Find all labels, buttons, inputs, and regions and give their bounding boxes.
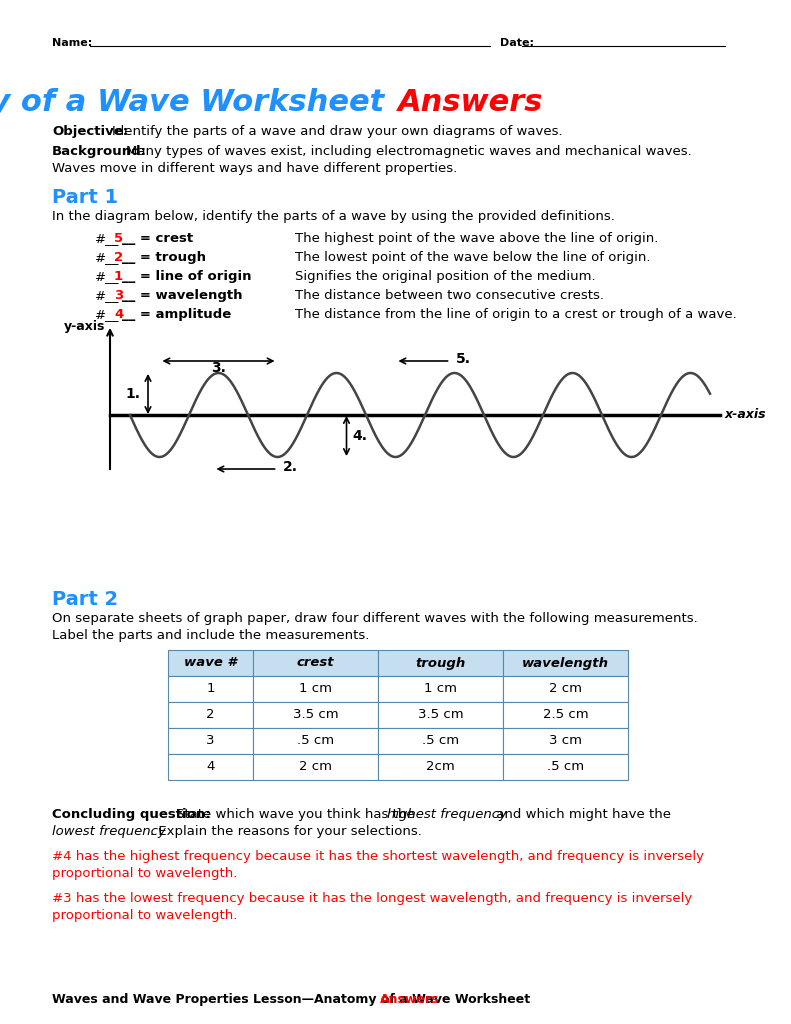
Text: 1.: 1. [125,387,140,401]
Text: 2: 2 [114,251,123,264]
Bar [168,676,253,702]
Bar [378,650,503,676]
Bar [503,676,628,702]
Text: __ = trough: __ = trough [122,251,206,264]
Text: Concluding question:: Concluding question: [52,808,210,821]
Bar [253,728,378,754]
Text: __ = line of origin: __ = line of origin [122,270,252,283]
Text: 4.: 4. [353,429,368,443]
Text: highest frequency: highest frequency [387,808,507,821]
Bar [168,754,253,780]
Text: x-axis: x-axis [725,409,766,422]
Text: Waves and Wave Properties Lesson—Anatomy of a Wave Worksheet: Waves and Wave Properties Lesson—Anatomy… [52,993,535,1006]
Text: 1 cm: 1 cm [424,683,457,695]
Text: __ = crest: __ = crest [122,232,193,245]
Text: Identify the parts of a wave and draw your own diagrams of waves.: Identify the parts of a wave and draw yo… [112,125,562,138]
Text: 3.: 3. [211,361,226,375]
Text: proportional to wavelength.: proportional to wavelength. [52,867,237,880]
Text: and which might have the: and which might have the [492,808,671,821]
Text: The lowest point of the wave below the line of origin.: The lowest point of the wave below the l… [295,251,650,264]
Bar [168,702,253,728]
Text: 2.5 cm: 2.5 cm [543,709,589,722]
Text: The distance between two consecutive crests.: The distance between two consecutive cre… [295,289,604,302]
Bar [378,754,503,780]
Text: . Explain the reasons for your selections.: . Explain the reasons for your selection… [150,825,422,838]
Text: 4: 4 [206,761,214,773]
Bar [378,676,503,702]
Text: In the diagram below, identify the parts of a wave by using the provided definit: In the diagram below, identify the parts… [52,210,615,223]
Text: 2 cm: 2 cm [549,683,582,695]
Text: .5 cm: .5 cm [297,734,334,748]
Text: #3 has the lowest frequency because it has the longest wavelength, and frequency: #3 has the lowest frequency because it h… [52,892,692,905]
Text: #__: #__ [95,251,119,264]
Text: .5 cm: .5 cm [547,761,584,773]
Text: wavelength: wavelength [522,656,609,670]
Text: 1: 1 [206,683,214,695]
Text: 3: 3 [114,289,123,302]
Bar [503,650,628,676]
Text: trough: trough [415,656,466,670]
Text: On separate sheets of graph paper, draw four different waves with the following : On separate sheets of graph paper, draw … [52,612,698,625]
Text: 2.: 2. [282,460,297,474]
Text: #4 has the highest frequency because it has the shortest wavelength, and frequen: #4 has the highest frequency because it … [52,850,704,863]
Text: Name:: Name: [52,38,93,48]
Text: 3.5 cm: 3.5 cm [418,709,464,722]
Text: The distance from the line of origin to a crest or trough of a wave.: The distance from the line of origin to … [295,308,736,321]
Text: 3.5 cm: 3.5 cm [293,709,339,722]
Text: y-axis: y-axis [63,319,105,333]
Text: 4: 4 [114,308,123,321]
Bar [378,702,503,728]
Text: Answers: Answers [380,993,439,1006]
Text: Anatomy of a Wave Worksheet: Anatomy of a Wave Worksheet [0,88,396,117]
Text: 3 cm: 3 cm [549,734,582,748]
Text: 2 cm: 2 cm [299,761,332,773]
Text: #__: #__ [95,308,119,321]
Text: 2cm: 2cm [426,761,455,773]
Bar [168,728,253,754]
Bar [503,754,628,780]
Text: wave #: wave # [184,656,237,670]
Text: lowest frequency: lowest frequency [52,825,166,838]
Text: Waves move in different ways and have different properties.: Waves move in different ways and have di… [52,162,457,175]
Text: #__: #__ [95,270,119,283]
Text: 3: 3 [206,734,214,748]
Text: Many types of waves exist, including electromagnetic waves and mechanical waves.: Many types of waves exist, including ele… [126,145,692,158]
Text: Objective:: Objective: [52,125,128,138]
Text: Part 2: Part 2 [52,590,118,609]
Text: .5 cm: .5 cm [422,734,459,748]
Bar [378,728,503,754]
Text: #__: #__ [95,232,119,245]
Text: #__: #__ [95,289,119,302]
Text: 5: 5 [114,232,123,245]
Text: 1: 1 [114,270,123,283]
Bar [253,754,378,780]
Text: 1 cm: 1 cm [299,683,332,695]
Text: Background:: Background: [52,145,147,158]
Text: Label the parts and include the measurements.: Label the parts and include the measurem… [52,629,369,642]
Bar [253,650,378,676]
Text: proportional to wavelength.: proportional to wavelength. [52,909,237,922]
Text: Signifies the original position of the medium.: Signifies the original position of the m… [295,270,596,283]
Text: __ = amplitude: __ = amplitude [122,308,231,321]
Bar [503,702,628,728]
Text: State which wave you think has the: State which wave you think has the [176,808,419,821]
Text: 2: 2 [206,709,214,722]
Text: crest: crest [297,656,335,670]
Text: Answers: Answers [398,88,543,117]
Bar [168,650,253,676]
Bar [253,676,378,702]
Text: __ = wavelength: __ = wavelength [122,289,243,302]
Bar [503,728,628,754]
Text: 5.: 5. [456,352,471,366]
Text: Part 1: Part 1 [52,188,118,207]
Bar [253,702,378,728]
Text: Date:: Date: [500,38,534,48]
Text: The highest point of the wave above the line of origin.: The highest point of the wave above the … [295,232,658,245]
